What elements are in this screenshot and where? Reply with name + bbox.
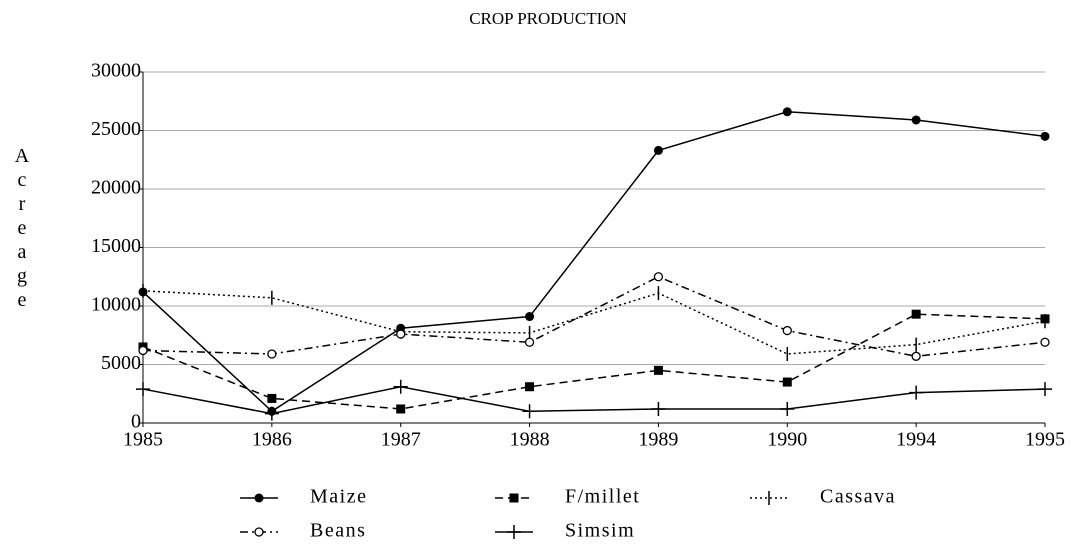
point bbox=[782, 107, 792, 117]
x-tick-label: 1988 bbox=[510, 429, 550, 451]
point bbox=[782, 325, 792, 336]
y-tick-label: 25000 bbox=[91, 118, 141, 140]
point bbox=[911, 351, 921, 361]
chart-title: CROP PRODUCTION bbox=[469, 9, 627, 28]
point bbox=[1040, 337, 1050, 347]
point bbox=[507, 525, 521, 539]
point bbox=[522, 404, 537, 419]
point bbox=[509, 493, 519, 503]
point bbox=[264, 406, 279, 421]
point bbox=[396, 404, 406, 414]
point bbox=[396, 329, 406, 339]
legend-label: Simsim bbox=[565, 520, 635, 542]
point bbox=[138, 345, 148, 356]
point bbox=[136, 382, 150, 397]
x-tick-label: 1994 bbox=[896, 429, 936, 451]
y-axis-label: Acreage bbox=[11, 145, 33, 313]
x-tick-label: 1985 bbox=[123, 429, 163, 451]
y-tick-label: 30000 bbox=[91, 60, 141, 82]
point bbox=[1038, 382, 1052, 397]
point bbox=[653, 145, 663, 155]
y-tick-label: 0 bbox=[131, 411, 141, 433]
point bbox=[267, 349, 277, 359]
point bbox=[780, 401, 795, 416]
point bbox=[393, 379, 408, 394]
legend-label: Beans bbox=[310, 520, 366, 542]
y-tick-label: 5000 bbox=[101, 352, 141, 374]
point bbox=[254, 493, 264, 503]
point bbox=[653, 365, 663, 375]
x-tick-label: 1995 bbox=[1025, 429, 1065, 451]
point bbox=[911, 309, 921, 319]
point bbox=[651, 401, 666, 416]
series-line bbox=[142, 275, 1046, 358]
point bbox=[524, 337, 535, 347]
y-tick-label: 20000 bbox=[91, 177, 141, 199]
series-line bbox=[142, 313, 1046, 410]
point bbox=[653, 272, 664, 282]
point bbox=[909, 385, 924, 400]
legend-label: F/millet bbox=[565, 486, 640, 508]
y-tick-label: 10000 bbox=[91, 294, 141, 316]
legend-label: Cassava bbox=[820, 486, 896, 508]
x-tick-label: 1987 bbox=[381, 429, 421, 451]
point bbox=[267, 393, 277, 403]
x-tick-label: 1986 bbox=[252, 429, 292, 451]
point bbox=[911, 115, 921, 125]
point bbox=[782, 377, 792, 387]
series-line bbox=[142, 385, 1046, 415]
x-tick-label: 1989 bbox=[638, 429, 678, 451]
series-line bbox=[142, 290, 1046, 355]
point bbox=[525, 382, 535, 392]
legend-label: Maize bbox=[310, 486, 367, 508]
x-tick-label: 1990 bbox=[767, 429, 807, 451]
point bbox=[525, 312, 535, 322]
series-line bbox=[142, 111, 1046, 413]
point bbox=[254, 527, 264, 537]
y-tick-label: 15000 bbox=[91, 235, 141, 257]
point bbox=[1040, 131, 1050, 141]
